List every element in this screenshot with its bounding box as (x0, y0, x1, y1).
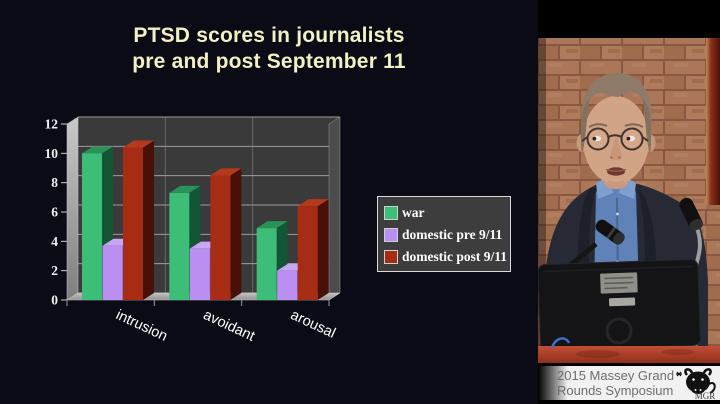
legend-swatch-icon (384, 250, 398, 264)
laptop (538, 258, 701, 351)
y-axis-label: 12 (45, 117, 59, 132)
banner-logo-text: MGR (695, 391, 716, 400)
slide-title: PTSD scores in journalists pre and post … (0, 23, 538, 75)
y-axis-label: 4 (51, 234, 58, 249)
y-axis-label: 0 (51, 293, 58, 308)
banner-line2: Rounds Symposium (557, 383, 674, 398)
bar-domestic-post-9-11-arousal (297, 199, 329, 300)
x-axis-label: arousal (288, 307, 338, 342)
slide-title-line1: PTSD scores in journalists (133, 24, 405, 47)
left-wall (66, 116, 79, 301)
bar-domestic-post-9-11-intrusion (123, 140, 154, 300)
legend-item: domestic pre 9/11 (384, 225, 505, 245)
mgr-bull-logo: MGR (676, 368, 716, 400)
blue-cable (550, 337, 571, 349)
bar-chart: 0 2 4 6 8 10 12 intrusion avoidant arousal (45, 116, 341, 345)
y-axis-label: 10 (45, 146, 59, 161)
wall-poster (706, 38, 720, 205)
symposium-banner: 2015 Massey Grand Rounds Symposium MGR (538, 366, 720, 400)
slide-panel: PTSD scores in journalists pre and post … (0, 0, 538, 404)
y-axis-label: 2 (51, 263, 58, 278)
legend-label: war (402, 205, 425, 220)
legend-label: domestic pre 9/11 (402, 227, 503, 242)
slide-title-line2: pre and post September 11 (132, 50, 406, 73)
banner-line1: 2015 Massey Grand (557, 368, 675, 383)
legend-item: war (384, 203, 505, 223)
y-axis-label: 6 (51, 205, 58, 220)
chart-legend: war domestic pre 9/11 domestic post 9/11 (377, 196, 511, 272)
x-axis-label: avoidant (201, 307, 257, 345)
x-axis-label: intrusion (113, 307, 169, 345)
legend-swatch-icon (384, 206, 398, 220)
banner-text: 2015 Massey Grand Rounds Symposium (557, 368, 674, 398)
legend-item: domestic post 9/11 (384, 247, 508, 267)
speaker-scene (538, 0, 720, 404)
speaker-hair (581, 73, 652, 132)
speaker-video (538, 0, 720, 404)
bar-domestic-post-9-11-avoidant (210, 168, 242, 300)
legend-swatch-icon (384, 228, 398, 242)
y-axis-label: 8 (51, 175, 58, 190)
legend-label: domestic post 9/11 (402, 249, 508, 264)
podium (538, 337, 720, 367)
right-wall (328, 116, 341, 301)
